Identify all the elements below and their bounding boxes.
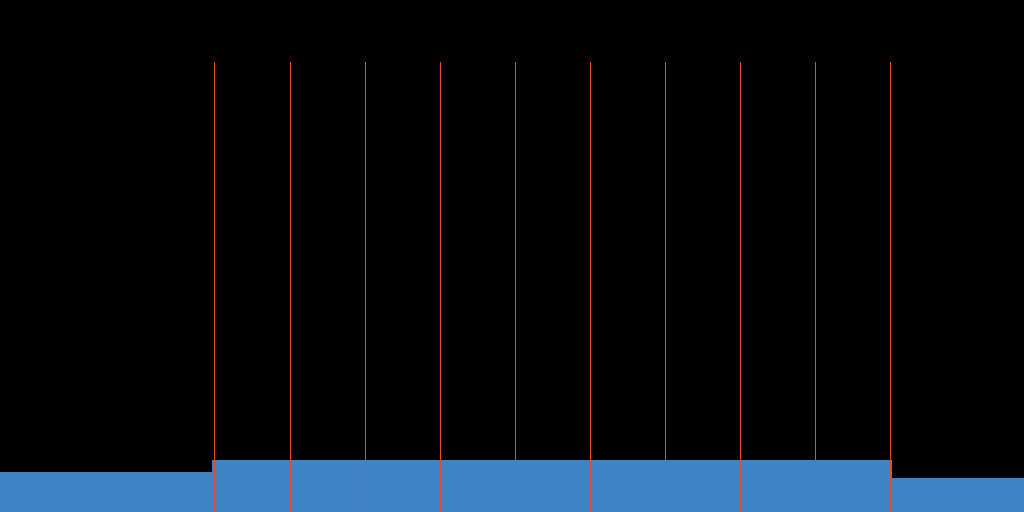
grid-vline-7 xyxy=(665,62,666,512)
grid-vline-6 xyxy=(590,62,591,512)
grid-vline-5 xyxy=(515,62,516,512)
grid-vline-10 xyxy=(890,62,891,512)
grid-vline-1 xyxy=(214,62,215,512)
grid-vline-8 xyxy=(740,62,741,512)
grid-vline-9 xyxy=(815,62,816,512)
bar-segment-1 xyxy=(0,472,212,512)
bar-segment-3 xyxy=(892,478,1024,512)
bar-segment-2 xyxy=(212,460,892,512)
grid-vline-4 xyxy=(440,62,441,512)
grid-vline-2 xyxy=(290,62,291,512)
grid-vline-3 xyxy=(365,62,366,512)
chart-canvas xyxy=(0,0,1024,512)
